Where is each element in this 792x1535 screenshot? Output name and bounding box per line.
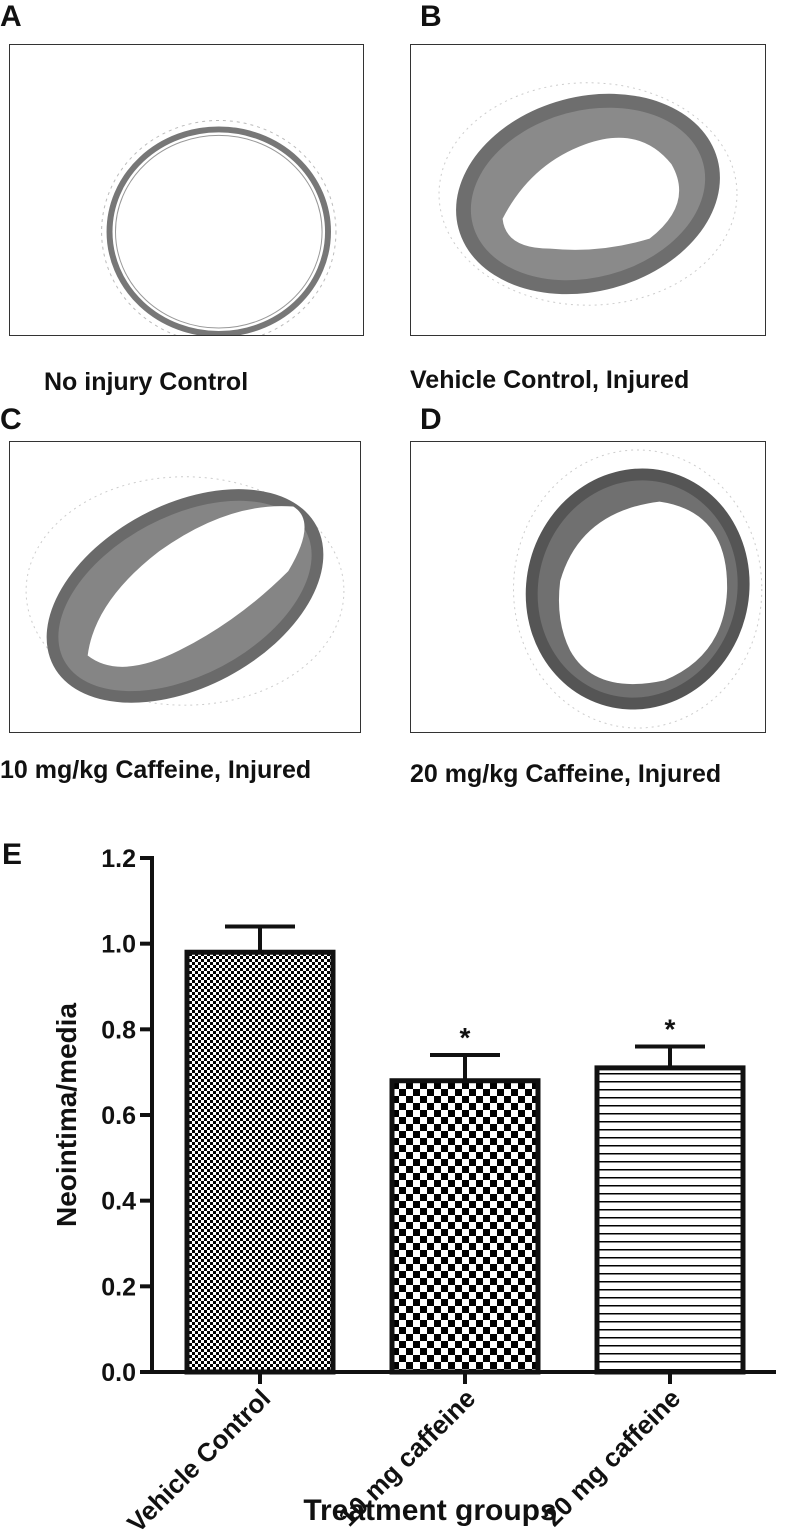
panel-b-image xyxy=(410,44,766,336)
bar-1 xyxy=(184,949,336,1375)
bar-3 xyxy=(594,1065,746,1375)
y-tick-label: 0.0 xyxy=(101,1359,136,1387)
panel-b-letter: B xyxy=(420,0,442,33)
significance-marker: * xyxy=(665,1013,676,1044)
y-tick-label: 0.2 xyxy=(101,1273,136,1301)
panel-d-image xyxy=(410,441,766,733)
significance-marker: * xyxy=(460,1022,471,1053)
panel-a-caption: No injury Control xyxy=(44,368,249,396)
panel-c-letter: C xyxy=(0,403,22,436)
panel-a-image xyxy=(9,44,364,336)
x-category-label: Vehicle Control xyxy=(121,1383,276,1535)
panel-c-caption: 10 mg/kg Caffeine, Injured xyxy=(0,756,312,784)
bar-chart: 0.0 0.2 0.4 0.6 0.8 1.0 1.2 Neointima/media Vehi… xyxy=(51,845,776,1535)
panel-c-image xyxy=(9,441,361,733)
bar-2 xyxy=(389,1078,541,1375)
panel-a-letter: A xyxy=(0,0,22,33)
y-axis-label: Neointima/media xyxy=(51,1003,82,1227)
y-tick-label: 0.8 xyxy=(101,1016,136,1044)
x-axis-label: Treatment groups xyxy=(303,1494,556,1527)
x-category-label: 20 mg caffeine xyxy=(537,1383,686,1532)
panel-b-caption: Vehicle Control, Injured xyxy=(410,366,690,394)
y-tick-label: 1.0 xyxy=(101,931,136,959)
panel-d-caption: 20 mg/kg Caffeine, Injured xyxy=(410,760,722,788)
y-tick-label: 1.2 xyxy=(101,845,136,873)
panel-d-letter: D xyxy=(420,403,442,436)
y-tick-label: 0.6 xyxy=(101,1102,136,1130)
panel-e-letter: E xyxy=(2,838,23,871)
y-tick-label: 0.4 xyxy=(101,1188,136,1216)
